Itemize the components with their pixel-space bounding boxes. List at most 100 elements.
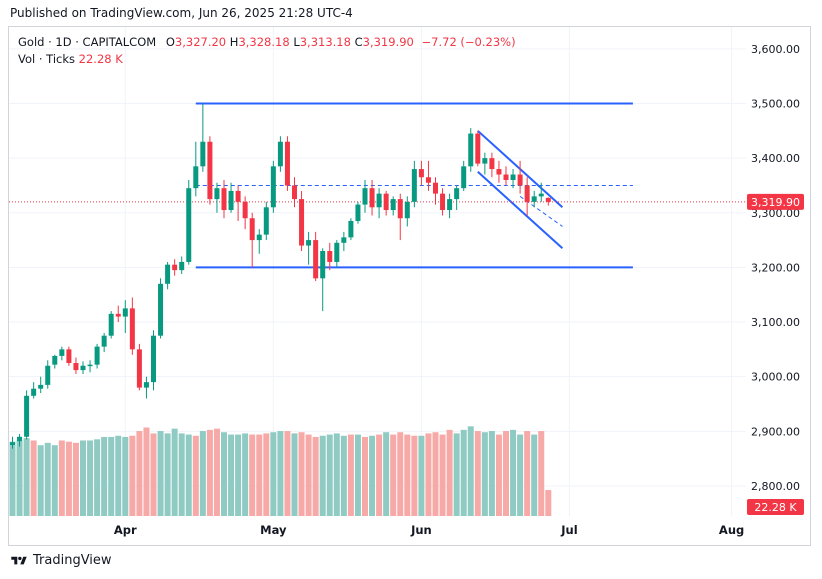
candle-body	[207, 141, 213, 200]
candle-body	[510, 174, 516, 180]
candle-body	[524, 185, 530, 202]
volume-bar	[474, 431, 481, 516]
ohlc-legend: Gold · 1D · CAPITALCOM O3,327.20 H3,328.…	[18, 35, 516, 49]
volume-bar	[101, 436, 108, 516]
volume-bar	[235, 434, 242, 516]
volume-bar	[157, 431, 164, 516]
candle-body	[362, 188, 368, 205]
candle-body	[165, 264, 171, 284]
candle-body	[38, 384, 44, 389]
candle-body	[151, 335, 156, 383]
price-tick-label: 3,300.00	[751, 207, 800, 220]
candle-body	[454, 188, 460, 200]
candle-body	[404, 201, 410, 219]
chart-frame	[8, 26, 811, 546]
brand-name[interactable]: TradingView	[33, 553, 112, 568]
candle-body	[17, 436, 23, 442]
candle-body	[115, 313, 121, 317]
tradingview-logo-icon[interactable]	[10, 555, 28, 567]
candle-body	[306, 240, 312, 246]
volume-bar	[340, 435, 347, 516]
volume-bar	[362, 436, 368, 516]
volume-bar	[545, 490, 552, 516]
volume-bar	[319, 435, 326, 516]
candle-body	[52, 355, 58, 365]
price-tick-label: 3,600.00	[751, 43, 800, 56]
volume-bar	[249, 434, 256, 516]
candle-body	[228, 190, 234, 211]
candle-body	[59, 349, 65, 356]
volume-bar	[72, 442, 79, 516]
candle-body	[136, 349, 142, 388]
time-tick-label: Aug	[719, 523, 744, 537]
time-axis: Apr May Jun Jul Aug	[114, 523, 744, 537]
volume-bar	[164, 433, 171, 516]
candle-body	[299, 199, 305, 246]
last-price-badge-bg	[747, 193, 804, 210]
candle-body	[369, 188, 375, 208]
volume-bar	[369, 435, 376, 516]
time-tick-label: Jul	[560, 523, 577, 537]
open-value: 3,327.20	[174, 35, 227, 49]
price-tick-label: 2,900.00	[751, 425, 800, 438]
candle-body	[158, 283, 164, 336]
candle-body	[517, 174, 523, 186]
volume-bar	[51, 445, 58, 516]
volume-bar	[460, 429, 467, 516]
volume-bar	[495, 434, 502, 516]
candle-body	[468, 133, 474, 167]
volume-bar	[270, 432, 277, 516]
volume-bar	[228, 434, 235, 516]
candle-body	[531, 196, 537, 202]
candle-body	[200, 141, 206, 167]
volume-bar	[453, 433, 460, 516]
candle-body	[538, 193, 544, 197]
candle-body	[433, 182, 438, 194]
candle-body	[489, 158, 495, 170]
volume-bar	[411, 435, 418, 516]
candle-body	[186, 188, 192, 262]
symbol-label[interactable]: Gold · 1D · CAPITALCOM	[18, 35, 157, 49]
time-tick-label: May	[260, 523, 287, 537]
volume-bar	[9, 441, 16, 516]
candle-body	[143, 382, 149, 388]
volume-bar	[136, 431, 143, 516]
volume-bar	[333, 433, 340, 516]
candle-body	[101, 335, 107, 347]
candles	[10, 103, 551, 449]
candle-body	[313, 240, 319, 279]
volume-bar	[58, 440, 65, 516]
price-tick-label: 3,100.00	[751, 316, 800, 329]
last-price-badge: 3,319.90	[751, 196, 800, 209]
candle-body	[425, 177, 431, 183]
candle-body	[193, 166, 199, 189]
volume-bar	[256, 434, 263, 516]
volume-bar	[150, 433, 157, 516]
candle-body	[249, 218, 255, 241]
volume-bar	[298, 432, 305, 516]
candle-body	[447, 199, 453, 211]
candle-body	[482, 158, 488, 164]
volume-bar	[510, 429, 517, 516]
volume-bar	[16, 440, 23, 516]
volume-bar	[221, 432, 227, 516]
candle-body	[122, 308, 128, 317]
price-tick-label: 2,800.00	[751, 480, 800, 493]
volume-bar	[171, 428, 178, 516]
volume-label[interactable]: Vol · Ticks	[18, 52, 76, 66]
volume-bar	[531, 434, 538, 516]
volume-bar	[517, 434, 524, 516]
candle-body	[277, 141, 283, 167]
candle-body	[270, 166, 276, 208]
volume-bar	[481, 432, 488, 516]
price-axis: 2,800.00 2,900.00 3,000.00 3,100.00 3,200.00…	[747, 43, 804, 515]
candle-body	[94, 346, 100, 365]
candle-body	[334, 242, 340, 262]
published-caption: Published on TradingView.com, Jun 26, 20…	[10, 6, 353, 20]
volume-bar	[115, 435, 122, 516]
volume-bar	[30, 440, 37, 516]
volume-bar	[390, 434, 397, 516]
volume-bar	[199, 431, 206, 516]
volume-bar	[192, 435, 199, 516]
